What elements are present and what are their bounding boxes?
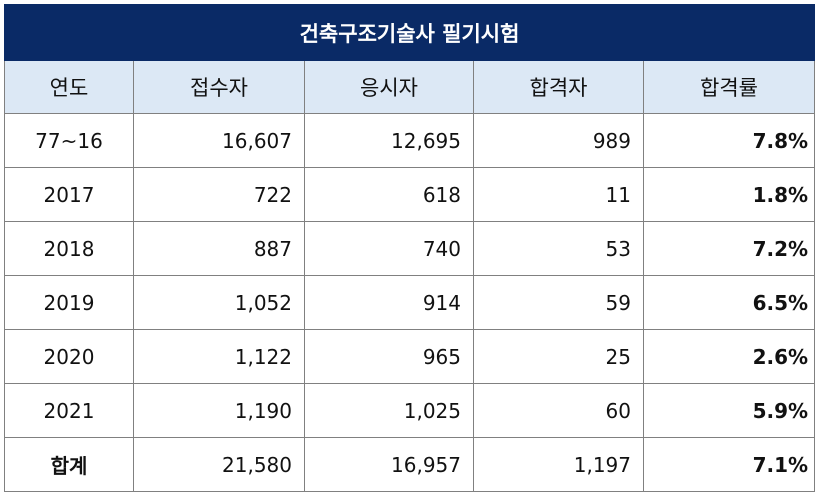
cell-year: 2019 — [4, 275, 134, 330]
total-examinees: 16,957 — [304, 437, 474, 492]
cell-passers: 11 — [473, 167, 644, 222]
table-total-row: 합계 21,580 16,957 1,197 7.1% — [4, 437, 816, 492]
cell-examinees: 1,025 — [304, 383, 474, 438]
cell-year: 2020 — [4, 329, 134, 384]
cell-passers: 25 — [473, 329, 644, 384]
table-row: 2019 1,052 914 59 6.5% — [4, 275, 816, 330]
cell-applicants: 16,607 — [133, 113, 305, 168]
cell-examinees: 740 — [304, 221, 474, 276]
table-row: 2018 887 740 53 7.2% — [4, 221, 816, 276]
cell-passers: 60 — [473, 383, 644, 438]
total-pass-rate: 7.1% — [642, 437, 816, 492]
cell-year: 2021 — [4, 383, 134, 438]
cell-applicants: 1,052 — [133, 275, 305, 330]
exam-stats-table: 건축구조기술사 필기시험 연도 접수자 응시자 합격자 합격률 77~16 16… — [3, 4, 816, 492]
cell-pass-rate: 2.6% — [642, 329, 816, 384]
cell-passers: 53 — [473, 221, 644, 276]
table-header-row: 연도 접수자 응시자 합격자 합격률 — [4, 60, 816, 114]
table-title-row: 건축구조기술사 필기시험 — [3, 4, 816, 61]
cell-applicants: 722 — [133, 167, 305, 222]
cell-pass-rate: 5.9% — [642, 383, 816, 438]
table-row: 2021 1,190 1,025 60 5.9% — [4, 383, 816, 438]
exam-stats-table-container: 건축구조기술사 필기시험 연도 접수자 응시자 합격자 합격률 77~16 16… — [3, 4, 816, 492]
table-row: 2020 1,122 965 25 2.6% — [4, 329, 816, 384]
total-applicants: 21,580 — [133, 437, 305, 492]
cell-passers: 989 — [473, 113, 644, 168]
cell-pass-rate: 6.5% — [642, 275, 816, 330]
cell-examinees: 914 — [304, 275, 474, 330]
cell-year: 2018 — [4, 221, 134, 276]
table-row: 2017 722 618 11 1.8% — [4, 167, 816, 222]
header-applicants: 접수자 — [133, 60, 305, 114]
cell-year: 2017 — [4, 167, 134, 222]
total-label: 합계 — [4, 437, 134, 492]
table-title: 건축구조기술사 필기시험 — [3, 4, 816, 61]
header-pass-rate: 합격률 — [642, 60, 816, 114]
cell-pass-rate: 1.8% — [642, 167, 816, 222]
cell-examinees: 12,695 — [304, 113, 474, 168]
table-row: 77~16 16,607 12,695 989 7.8% — [4, 113, 816, 168]
cell-passers: 59 — [473, 275, 644, 330]
cell-examinees: 965 — [304, 329, 474, 384]
header-examinees: 응시자 — [304, 60, 474, 114]
header-passers: 합격자 — [473, 60, 644, 114]
cell-applicants: 1,122 — [133, 329, 305, 384]
total-passers: 1,197 — [473, 437, 644, 492]
cell-pass-rate: 7.8% — [642, 113, 816, 168]
cell-applicants: 887 — [133, 221, 305, 276]
cell-applicants: 1,190 — [133, 383, 305, 438]
header-year: 연도 — [4, 60, 134, 114]
cell-pass-rate: 7.2% — [642, 221, 816, 276]
cell-examinees: 618 — [304, 167, 474, 222]
cell-year: 77~16 — [4, 113, 134, 168]
